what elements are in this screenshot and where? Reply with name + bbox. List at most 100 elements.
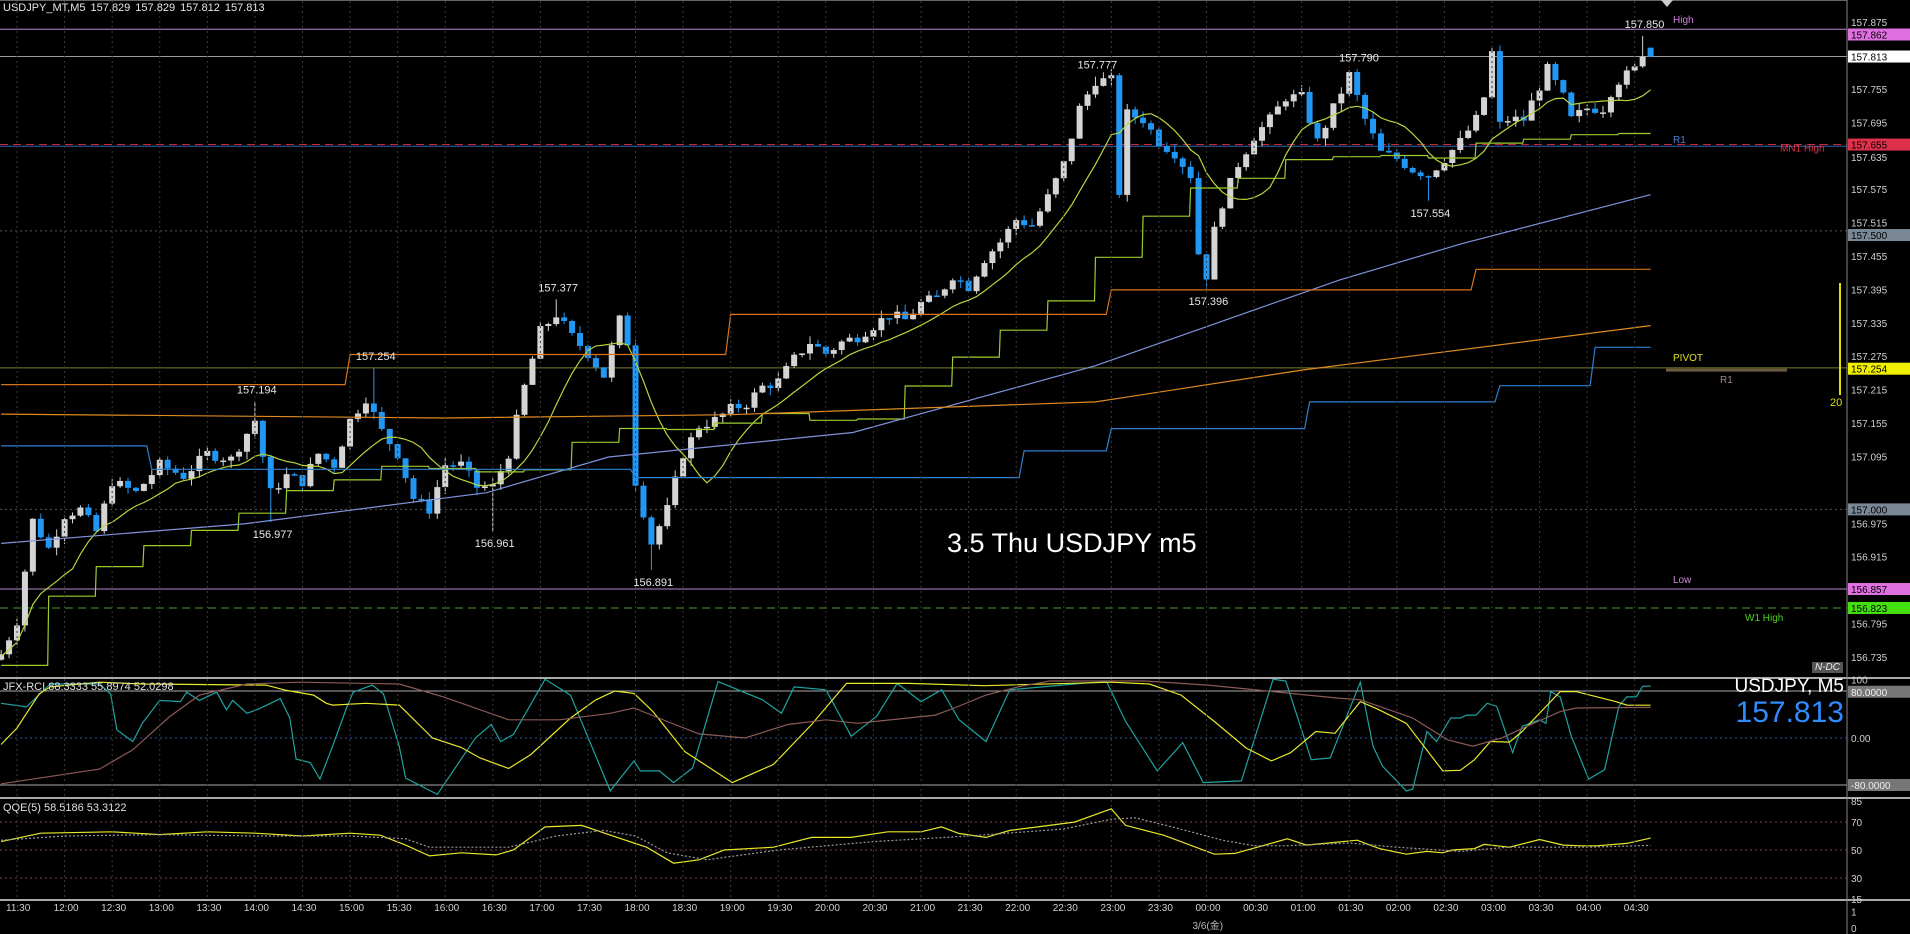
price-tick-label: 156.735 xyxy=(1851,653,1888,664)
indicator-line-sma-fast xyxy=(0,89,1651,657)
candle-body xyxy=(1647,47,1654,57)
candle-body xyxy=(577,333,584,346)
candle-body xyxy=(1592,108,1599,113)
candle-bullish xyxy=(1282,98,1289,111)
candle-body xyxy=(1433,170,1440,177)
candle-bullish xyxy=(1227,177,1234,209)
candle-body xyxy=(1552,63,1559,81)
candle-body xyxy=(1116,75,1123,195)
candle-bullish xyxy=(1607,95,1614,118)
candle-body xyxy=(1354,72,1361,95)
candle-body xyxy=(1100,78,1107,86)
candle-bullish xyxy=(672,470,679,509)
candle-body xyxy=(283,474,290,489)
candle-body xyxy=(1314,123,1321,139)
qqe-tick-label: 50 xyxy=(1851,846,1863,857)
candle-bullish xyxy=(339,445,346,468)
price-tick-label: 157.335 xyxy=(1851,319,1888,330)
candle-body xyxy=(77,507,84,516)
price-tag-bg xyxy=(1848,503,1910,516)
high-value: 157.829 xyxy=(135,2,176,14)
time-tick-label: 20:30 xyxy=(862,903,887,914)
candle-bullish xyxy=(220,457,227,467)
candle-bearish xyxy=(1401,155,1408,170)
candle-bearish xyxy=(886,318,893,325)
candle-bullish xyxy=(513,409,520,460)
main-price-panel xyxy=(0,28,1847,667)
level-label-w1-high: W1 High xyxy=(1745,613,1783,624)
candle-body xyxy=(1029,225,1036,227)
candle-bearish xyxy=(164,456,171,476)
candle-body xyxy=(402,458,409,479)
candle-body xyxy=(434,487,441,514)
candle-body xyxy=(1425,176,1432,178)
candle-body xyxy=(1481,97,1488,115)
candle-bullish xyxy=(1473,110,1480,133)
candle-body xyxy=(759,385,766,393)
price-extreme-label: 157.194 xyxy=(237,384,277,396)
open-value: 157.829 xyxy=(90,2,131,14)
candle-bullish xyxy=(1005,226,1012,249)
candle-bullish xyxy=(188,465,195,486)
candle-body xyxy=(275,488,282,490)
low-value: 157.812 xyxy=(180,2,220,14)
price-extreme-label: 156.977 xyxy=(253,529,293,541)
candle-body xyxy=(1544,63,1551,91)
candle-body xyxy=(426,499,433,514)
candle-body xyxy=(553,317,560,325)
candle-bearish xyxy=(1314,120,1321,142)
candle-body xyxy=(1140,117,1147,124)
candle-body xyxy=(1631,66,1638,71)
price-tick-label: 157.755 xyxy=(1851,85,1888,96)
price-tag: 157.000 xyxy=(1851,505,1888,516)
candle-body xyxy=(37,518,44,538)
candle-bearish xyxy=(1592,102,1599,115)
candle-body xyxy=(902,311,909,320)
candle-body xyxy=(1235,167,1242,178)
candle-body xyxy=(1044,194,1051,212)
candle-bullish xyxy=(973,275,980,294)
candle-bullish xyxy=(799,353,806,358)
candle-bearish xyxy=(624,312,631,346)
candle-bearish xyxy=(1409,166,1416,174)
candle-body xyxy=(315,453,322,464)
candle-bearish xyxy=(965,277,972,292)
price-tag-bg xyxy=(1848,362,1910,375)
time-tick-label: 23:00 xyxy=(1100,903,1125,914)
candle-bearish xyxy=(1647,47,1654,58)
candle-body xyxy=(616,315,623,346)
time-tick-label: 14:30 xyxy=(291,903,316,914)
price-tick-label: 156.975 xyxy=(1851,519,1888,530)
candle-bearish xyxy=(1171,144,1178,164)
candle-bearish xyxy=(1195,171,1202,256)
candle-bullish xyxy=(29,518,36,576)
price-tick-label: 156.915 xyxy=(1851,553,1888,564)
price-tag: 157.813 xyxy=(1851,53,1888,64)
candle-body xyxy=(600,367,607,378)
price-extreme-label: 156.961 xyxy=(475,538,515,550)
candle-bullish xyxy=(283,467,290,490)
rci-title: JFX-RCI 88.3333 55.8974 52.0298 xyxy=(3,681,174,693)
price-tag-bg xyxy=(1848,601,1910,614)
candle-bullish xyxy=(608,341,615,382)
candle-body xyxy=(1179,158,1186,167)
candle-bullish xyxy=(101,500,108,534)
candle-body xyxy=(1409,167,1416,173)
candle-body xyxy=(53,536,60,548)
candle-body xyxy=(807,343,813,354)
candle-body xyxy=(846,337,853,342)
candle-bearish xyxy=(1306,86,1313,126)
candle-body xyxy=(1536,90,1543,101)
candle-body xyxy=(1615,84,1622,98)
candle-body xyxy=(259,420,266,457)
price-extreme-label: 157.396 xyxy=(1189,296,1229,308)
candle-bullish xyxy=(458,454,465,471)
qqe-tick-label: 85 xyxy=(1851,797,1863,808)
level-label-high: High xyxy=(1673,15,1694,26)
candle-bullish xyxy=(846,333,853,343)
price-tag-bg xyxy=(1848,583,1910,596)
candle-bearish xyxy=(45,533,52,550)
time-tick-label: 21:00 xyxy=(910,903,935,914)
candle-body xyxy=(1084,94,1091,106)
